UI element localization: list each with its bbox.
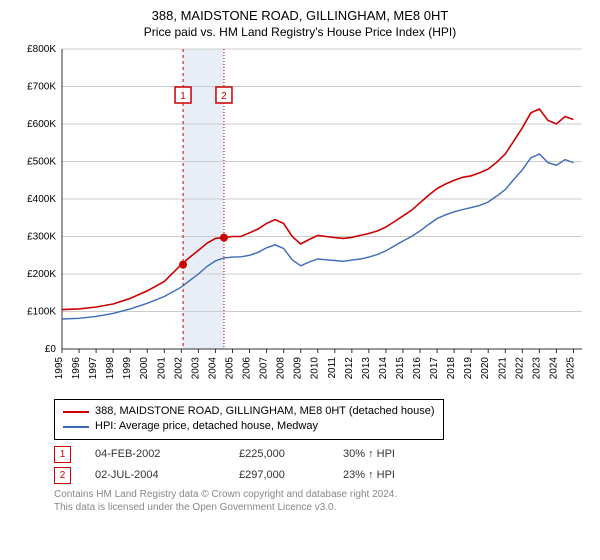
svg-text:2021: 2021 xyxy=(497,357,508,380)
svg-text:2012: 2012 xyxy=(344,357,355,380)
svg-text:2017: 2017 xyxy=(429,357,440,380)
svg-text:1997: 1997 xyxy=(88,357,99,380)
svg-text:£0: £0 xyxy=(45,344,57,355)
legend: 388, MAIDSTONE ROAD, GILLINGHAM, ME8 0HT… xyxy=(54,399,444,440)
legend-label: HPI: Average price, detached house, Medw… xyxy=(95,419,318,434)
svg-text:2015: 2015 xyxy=(395,357,406,380)
sale-marker-icon: 1 xyxy=(54,446,71,463)
legend-swatch-blue xyxy=(63,426,89,428)
svg-text:2006: 2006 xyxy=(242,357,253,380)
svg-text:2007: 2007 xyxy=(259,357,270,380)
sale-marker-icon: 2 xyxy=(54,467,71,484)
svg-text:2005: 2005 xyxy=(224,357,235,380)
svg-text:£600K: £600K xyxy=(27,119,56,130)
sale-row: 1 04-FEB-2002 £225,000 30% ↑ HPI xyxy=(54,446,588,463)
svg-text:2002: 2002 xyxy=(173,357,184,380)
svg-text:2016: 2016 xyxy=(412,357,423,380)
sale-row: 2 02-JUL-2004 £297,000 23% ↑ HPI xyxy=(54,467,588,484)
svg-text:2003: 2003 xyxy=(190,357,201,380)
svg-text:2013: 2013 xyxy=(361,357,372,380)
sale-price: £297,000 xyxy=(239,469,319,481)
svg-text:2008: 2008 xyxy=(276,357,287,380)
footnote-line: Contains HM Land Registry data © Crown c… xyxy=(54,488,588,501)
sale-price: £225,000 xyxy=(239,448,319,460)
svg-text:2022: 2022 xyxy=(514,357,525,380)
svg-text:2: 2 xyxy=(221,91,227,102)
svg-text:1996: 1996 xyxy=(71,357,82,380)
svg-text:1998: 1998 xyxy=(105,357,116,380)
svg-text:2009: 2009 xyxy=(293,357,304,380)
chart-svg: £0 £100K £200K £300K £400K £500K £600K £700K £80… xyxy=(12,43,588,393)
svg-text:2010: 2010 xyxy=(310,357,321,380)
svg-text:2011: 2011 xyxy=(327,357,338,379)
svg-text:2018: 2018 xyxy=(446,357,457,380)
sale-events: 1 04-FEB-2002 £225,000 30% ↑ HPI 2 02-JU… xyxy=(54,446,588,484)
sale-date: 02-JUL-2004 xyxy=(95,469,215,481)
price-chart: £0 £100K £200K £300K £400K £500K £600K £700K £80… xyxy=(12,43,588,393)
svg-text:£100K: £100K xyxy=(27,307,56,318)
svg-text:1: 1 xyxy=(180,91,186,102)
svg-text:1995: 1995 xyxy=(54,357,65,380)
svg-text:£300K: £300K xyxy=(27,232,56,243)
svg-text:2000: 2000 xyxy=(139,357,150,380)
svg-text:£800K: £800K xyxy=(27,44,56,55)
svg-text:£200K: £200K xyxy=(27,269,56,280)
sale-delta: 23% ↑ HPI xyxy=(343,469,433,481)
svg-text:2023: 2023 xyxy=(531,357,542,380)
svg-text:£500K: £500K xyxy=(27,157,56,168)
svg-text:1999: 1999 xyxy=(122,357,133,380)
svg-text:2019: 2019 xyxy=(463,357,474,380)
svg-text:£700K: £700K xyxy=(27,82,56,93)
sale-date: 04-FEB-2002 xyxy=(95,448,215,460)
svg-text:£400K: £400K xyxy=(27,194,56,205)
svg-text:2001: 2001 xyxy=(156,357,167,380)
legend-item: 388, MAIDSTONE ROAD, GILLINGHAM, ME8 0HT… xyxy=(63,404,435,419)
footnote: Contains HM Land Registry data © Crown c… xyxy=(54,488,588,514)
svg-text:2014: 2014 xyxy=(378,357,389,380)
svg-text:2024: 2024 xyxy=(548,357,559,380)
svg-text:2020: 2020 xyxy=(480,357,491,380)
sale-delta: 30% ↑ HPI xyxy=(343,448,433,460)
chart-subtitle: Price paid vs. HM Land Registry's House … xyxy=(12,25,588,39)
svg-text:2004: 2004 xyxy=(207,357,218,380)
svg-text:2025: 2025 xyxy=(565,357,576,380)
legend-label: 388, MAIDSTONE ROAD, GILLINGHAM, ME8 0HT… xyxy=(95,404,435,419)
footnote-line: This data is licensed under the Open Gov… xyxy=(54,501,588,514)
chart-title-address: 388, MAIDSTONE ROAD, GILLINGHAM, ME8 0HT xyxy=(12,8,588,23)
legend-item: HPI: Average price, detached house, Medw… xyxy=(63,419,435,434)
legend-swatch-red xyxy=(63,411,89,413)
